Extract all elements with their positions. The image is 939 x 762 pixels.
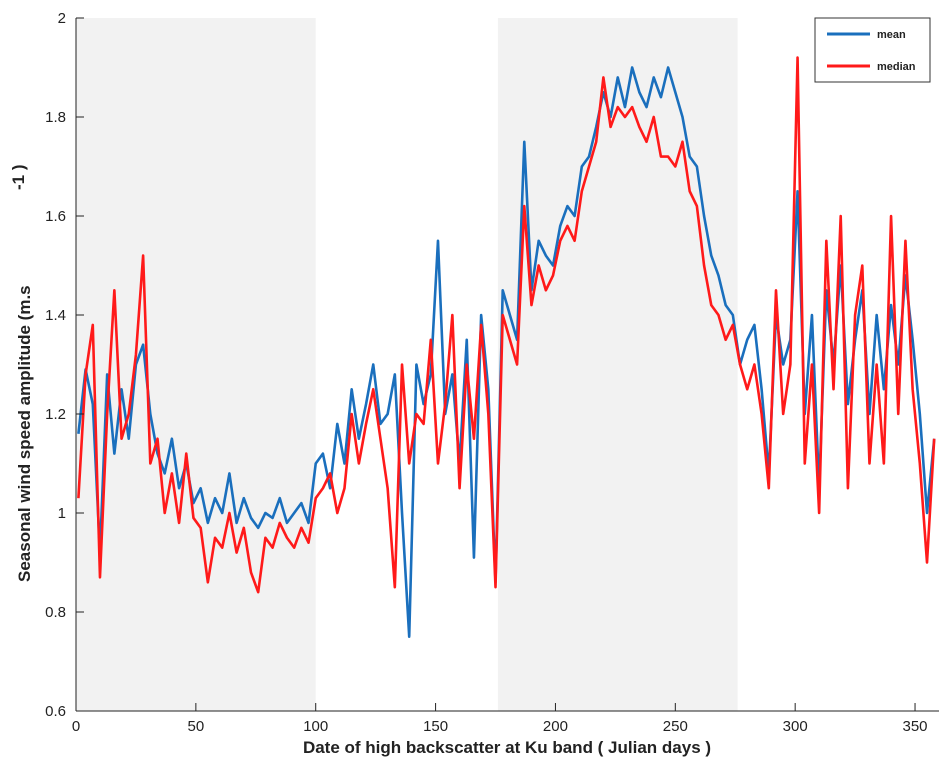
y-tick-label: 1.6: [45, 208, 66, 225]
x-tick-label: 100: [303, 718, 328, 735]
y-tick-label: 0.6: [45, 703, 66, 720]
x-tick-label: 150: [423, 718, 448, 735]
y-tick-label: 1.2: [45, 406, 66, 423]
x-tick-label: 0: [72, 718, 80, 735]
shaded-span: [497, 18, 738, 711]
x-axis-label: Date of high backscatter at Ku band ( Ju…: [303, 738, 711, 757]
y-tick-label: 1: [58, 505, 66, 522]
x-tick-label: 300: [783, 718, 808, 735]
y-tick-label: 2: [58, 10, 66, 27]
x-tick-label: 200: [543, 718, 568, 735]
legend: mean median: [814, 17, 931, 83]
line-layer: [77, 56, 936, 639]
legend-label: mean: [877, 29, 906, 41]
y-axis-label-superscript: -1 ): [9, 165, 28, 191]
x-tick-label: 250: [663, 718, 688, 735]
y-tick-label: 1.8: [45, 109, 66, 126]
axes-layer: 0.6 0.8 1 1.2 1.4 1.6 1.8 2 0 50 100 150 200 250 300 35…: [45, 10, 939, 735]
legend-box: [814, 17, 931, 83]
legend-label: median: [877, 61, 916, 73]
y-tick-label: 0.8: [45, 604, 66, 621]
x-tick-label: 50: [188, 718, 205, 735]
x-tick-label: 350: [903, 718, 928, 735]
y-tick-label: 1.4: [45, 307, 66, 324]
background-layer: [76, 18, 738, 711]
shaded-span: [76, 18, 316, 711]
y-axis-label: Seasonal wind speed amplitude (m.s: [15, 285, 34, 582]
series-line: [77, 56, 936, 594]
